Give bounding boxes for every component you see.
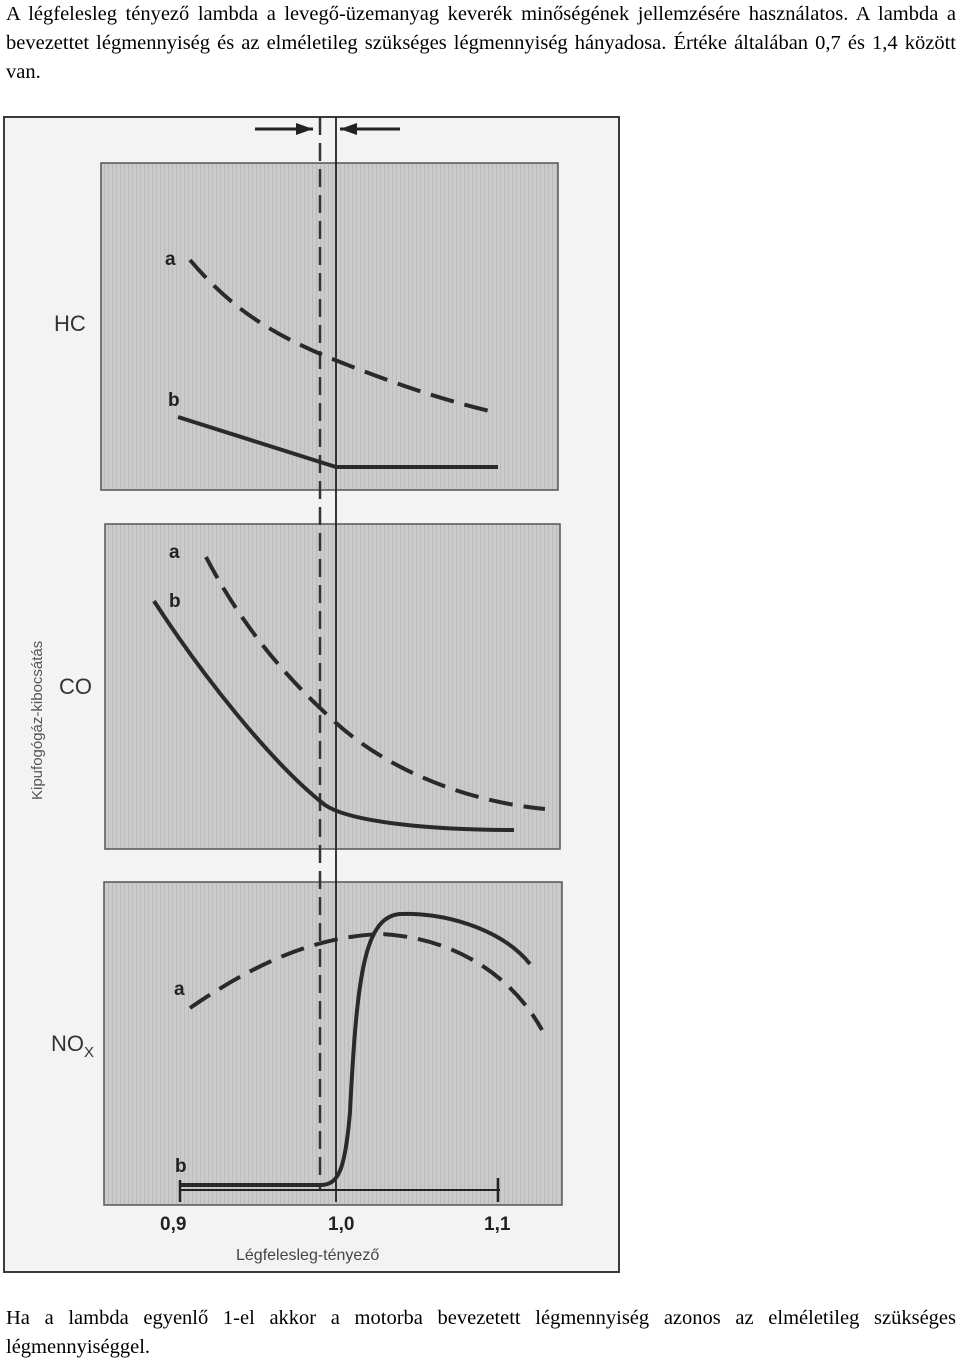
co-label: CO [59, 674, 92, 699]
co-curve-a-label: a [169, 542, 180, 563]
nox-curve-b [180, 911, 532, 1187]
co-panel [104, 523, 561, 850]
co-curve-a [204, 556, 546, 811]
left-arrow-head [296, 123, 313, 135]
outro-paragraph: Ha a lambda egyenlő 1-el akkor a motorba… [6, 1307, 956, 1358]
x-tick-label-09: 0,9 [160, 1214, 186, 1235]
intro-paragraph: A légfelesleg tényező lambda a levegő-üz… [6, 3, 956, 83]
hc-label: HC [54, 311, 86, 336]
x-tick-label-10: 1,0 [328, 1214, 354, 1235]
nox-curve-a-label: a [174, 979, 185, 1000]
co-curve-b-label: b [169, 591, 181, 612]
hc-curve-a [188, 258, 499, 415]
hc-curve-b-label: b [168, 390, 180, 411]
nox-panel [103, 881, 563, 1206]
x-axis-label: Légfelesleg-tényező [236, 1247, 379, 1264]
hc-curve-a-label: a [165, 249, 176, 270]
emission-figure: HC CO NOX a b a b a b 0,9 1,0 1,1 Légfel… [3, 116, 620, 1273]
right-arrow-head [340, 123, 357, 135]
nox-label: NOX [51, 1031, 94, 1061]
co-curve-b [152, 599, 515, 832]
hc-panel [100, 162, 559, 491]
x-tick-label-11: 1,1 [484, 1214, 511, 1235]
y-axis-label: Kipufogógáz-kibocsátás [29, 641, 46, 800]
nox-curve-b-label: b [175, 1156, 187, 1177]
hc-curve-b [177, 415, 498, 469]
